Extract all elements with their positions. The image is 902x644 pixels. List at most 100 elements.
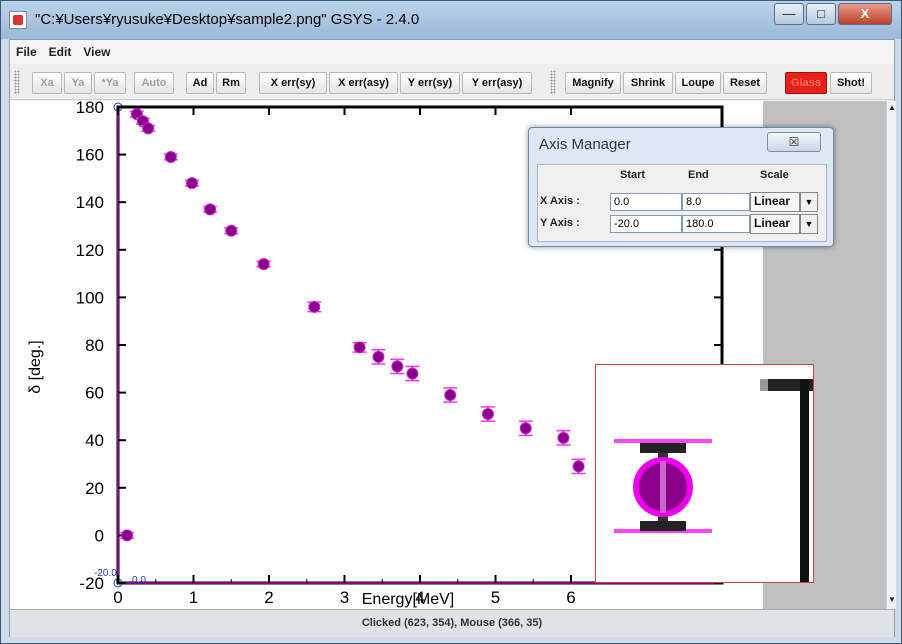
xa-button[interactable]: Xa bbox=[32, 72, 62, 94]
scroll-down-icon[interactable]: ▼ bbox=[888, 595, 896, 604]
end-header: End bbox=[688, 169, 709, 181]
data-point bbox=[164, 150, 177, 163]
star-ya-button[interactable]: *Ya bbox=[94, 72, 126, 94]
x-end-input[interactable] bbox=[682, 193, 750, 211]
axis-manager-close-button[interactable]: ☒ bbox=[767, 132, 821, 152]
axis-manager-body: Start End Scale X Axis : Linear ▼ Y Axis… bbox=[537, 164, 827, 242]
glass-button[interactable]: Glass bbox=[785, 72, 827, 94]
x-tick-label: 6 bbox=[566, 588, 575, 607]
shrink-button[interactable]: Shrink bbox=[623, 72, 673, 94]
x-tick-label: 3 bbox=[340, 588, 349, 607]
magnify-button[interactable]: Magnify bbox=[565, 72, 621, 94]
data-point bbox=[372, 350, 385, 363]
y-scale-select[interactable]: Linear bbox=[750, 214, 800, 234]
scale-header: Scale bbox=[760, 169, 789, 181]
data-point bbox=[572, 460, 585, 473]
data-point bbox=[557, 431, 570, 444]
y-axis-label: δ [deg.] bbox=[27, 340, 44, 393]
x-axis-row-label: X Axis : bbox=[540, 195, 580, 207]
data-point bbox=[308, 300, 321, 313]
y-tick-label: 0 bbox=[95, 526, 104, 545]
loupe-magnified-point bbox=[614, 379, 813, 582]
toolbar: Xa Ya *Ya Auto Ad Rm X err(sy) X err(asy… bbox=[10, 64, 894, 100]
reset-button[interactable]: Reset bbox=[723, 72, 767, 94]
data-point bbox=[121, 529, 134, 542]
loupe-errorbar-cap bbox=[640, 521, 686, 531]
y-tick-label: 140 bbox=[76, 193, 104, 212]
title-bar[interactable]: "C:¥Users¥ryusuke¥Desktop¥sample2.png" G… bbox=[1, 1, 901, 39]
add-point-button[interactable]: Ad bbox=[186, 72, 214, 94]
loupe-button[interactable]: Loupe bbox=[675, 72, 721, 94]
scatter-plot[interactable]: -20 0 20 40 60 80 100 120 140 160 180 0 1 2 3 4 5 6 δ [de… bbox=[10, 101, 886, 609]
y-end-input[interactable] bbox=[682, 215, 750, 233]
y-tick-label: 20 bbox=[85, 479, 104, 498]
x-err-sym-button[interactable]: X err(sy) bbox=[259, 72, 327, 94]
y-tick-label: -20 bbox=[79, 574, 104, 593]
y-tick-label: 180 bbox=[76, 101, 104, 117]
chevron-down-icon[interactable]: ▼ bbox=[800, 192, 818, 212]
data-point bbox=[142, 122, 155, 135]
y-tick-label: 80 bbox=[85, 336, 104, 355]
data-point bbox=[204, 203, 217, 216]
x-tick-label: 0 bbox=[113, 588, 122, 607]
data-point bbox=[225, 224, 238, 237]
x-tick-label: 5 bbox=[491, 588, 500, 607]
data-point bbox=[406, 367, 419, 380]
origin-y-label: -20.0 bbox=[94, 568, 117, 579]
y-tick-label: 160 bbox=[76, 146, 104, 165]
data-point bbox=[353, 341, 366, 354]
scroll-up-icon[interactable]: ▲ bbox=[888, 103, 896, 112]
x-axis-label: Energy[MeV] bbox=[362, 591, 454, 608]
menu-bar: File Edit View bbox=[10, 40, 894, 64]
x-err-asym-button[interactable]: X err(asy) bbox=[329, 72, 398, 94]
auto-button[interactable]: Auto bbox=[134, 72, 174, 94]
data-point bbox=[444, 388, 457, 401]
data-point bbox=[391, 360, 404, 373]
y-tick-label: 100 bbox=[76, 288, 104, 307]
loupe-errorbar-cap bbox=[614, 439, 712, 443]
data-point bbox=[519, 422, 532, 435]
loupe-errorbar-line bbox=[660, 461, 666, 513]
loupe-errorbar-cap bbox=[640, 443, 686, 453]
axis-manager-title: Axis Manager bbox=[539, 136, 631, 153]
menu-file[interactable]: File bbox=[16, 45, 37, 59]
minimize-button[interactable]: — bbox=[774, 3, 804, 25]
x-tick-label: 2 bbox=[264, 588, 273, 607]
data-point bbox=[481, 408, 494, 421]
remove-point-button[interactable]: Rm bbox=[216, 72, 246, 94]
x-tick-label: 1 bbox=[189, 588, 198, 607]
data-point bbox=[185, 177, 198, 190]
close-button[interactable]: X bbox=[838, 3, 892, 25]
x-scale-select[interactable]: Linear bbox=[750, 192, 800, 212]
data-point bbox=[257, 258, 270, 271]
y-start-input[interactable] bbox=[610, 215, 682, 233]
origin-x-label: 0.0 bbox=[132, 575, 146, 586]
status-text: Clicked (623, 354), Mouse (366, 35) bbox=[361, 617, 543, 629]
start-header: Start bbox=[620, 169, 646, 181]
window-title: "C:¥Users¥ryusuke¥Desktop¥sample2.png" G… bbox=[35, 11, 420, 28]
axis-manager-dialog[interactable]: Axis Manager ☒ Start End Scale X Axis : … bbox=[528, 127, 834, 247]
y-tick-label: 120 bbox=[76, 241, 104, 260]
y-err-asym-button[interactable]: Y err(asy) bbox=[462, 72, 532, 94]
vertical-scrollbar[interactable]: ▲ ▼ bbox=[886, 101, 896, 609]
menu-view[interactable]: View bbox=[83, 45, 111, 59]
loupe-tick-mark bbox=[760, 379, 768, 391]
loupe-frame-edge bbox=[800, 379, 809, 582]
maximize-button[interactable]: □ bbox=[806, 3, 836, 25]
y-axis-row-label: Y Axis : bbox=[540, 217, 580, 229]
toolbar-grip[interactable] bbox=[550, 70, 556, 94]
x-start-input[interactable] bbox=[610, 193, 682, 211]
loupe-zoom-view bbox=[595, 364, 814, 583]
ya-button[interactable]: Ya bbox=[64, 72, 92, 94]
chevron-down-icon[interactable]: ▼ bbox=[800, 214, 818, 234]
y-err-sym-button[interactable]: Y err(sy) bbox=[400, 72, 460, 94]
y-tick-label: 60 bbox=[85, 384, 104, 403]
menu-edit[interactable]: Edit bbox=[48, 45, 72, 59]
java-app-icon[interactable] bbox=[9, 11, 27, 29]
shot-button[interactable]: Shot! bbox=[830, 72, 872, 94]
x-tick-label: 4 bbox=[415, 588, 424, 607]
y-tick-label: 40 bbox=[85, 431, 104, 450]
toolbar-grip[interactable] bbox=[14, 70, 20, 94]
status-bar: Clicked (623, 354), Mouse (366, 35) bbox=[10, 609, 894, 637]
